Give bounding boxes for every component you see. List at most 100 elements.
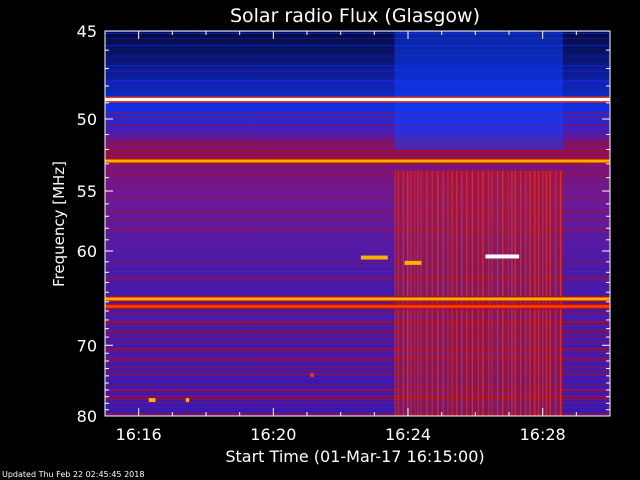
burst-feature bbox=[185, 398, 190, 403]
texture-line bbox=[105, 124, 610, 126]
texture-line bbox=[105, 402, 610, 404]
texture-line bbox=[105, 210, 610, 212]
texture-line bbox=[105, 356, 610, 358]
chart-title: Solar radio Flux (Glasgow) bbox=[230, 5, 480, 27]
texture-line bbox=[105, 196, 610, 198]
burst-striation bbox=[537, 170, 540, 416]
texture-line bbox=[105, 337, 610, 339]
texture-line bbox=[105, 359, 610, 361]
x-tick-label: 16:28 bbox=[520, 425, 566, 444]
texture-line bbox=[105, 352, 610, 354]
texture-line bbox=[105, 150, 610, 152]
texture-line bbox=[105, 336, 610, 338]
texture-line bbox=[105, 55, 610, 57]
texture-line bbox=[105, 394, 610, 396]
burst-feature bbox=[310, 373, 314, 378]
bright-band bbox=[105, 297, 610, 301]
texture-line bbox=[105, 173, 610, 175]
burst-striation bbox=[488, 170, 490, 416]
burst-striation bbox=[420, 170, 422, 416]
plot-frame bbox=[104, 30, 611, 417]
burst-striation bbox=[520, 170, 522, 416]
texture-line bbox=[105, 124, 610, 126]
texture-line bbox=[105, 374, 610, 376]
spectrogram-plot bbox=[105, 31, 610, 417]
texture-line bbox=[105, 316, 610, 318]
burst-striation bbox=[442, 170, 444, 416]
texture-line bbox=[105, 33, 610, 35]
texture-line bbox=[105, 414, 610, 416]
update-timestamp: Updated Thu Feb 22 02:45:45 2018 bbox=[2, 470, 145, 479]
texture-line bbox=[105, 351, 610, 353]
texture-line bbox=[105, 333, 610, 335]
burst-striation bbox=[402, 170, 404, 416]
y-tick-label: 55 bbox=[77, 182, 97, 201]
texture-line bbox=[105, 116, 610, 118]
texture-line bbox=[105, 112, 610, 114]
bright-band bbox=[105, 98, 610, 102]
burst-striation bbox=[525, 170, 527, 416]
texture-line bbox=[105, 85, 610, 87]
burst-feature bbox=[404, 260, 422, 265]
burst-striation bbox=[414, 170, 416, 416]
texture-line bbox=[105, 282, 610, 284]
texture-line bbox=[105, 384, 610, 386]
texture-line bbox=[105, 343, 610, 345]
texture-line bbox=[105, 378, 610, 380]
burst-striation bbox=[555, 170, 557, 416]
texture-line bbox=[105, 270, 610, 272]
burst-feature bbox=[485, 254, 520, 259]
texture-line bbox=[105, 228, 610, 230]
burst-striation bbox=[514, 170, 516, 416]
burst-striation bbox=[497, 170, 499, 416]
burst-striation bbox=[529, 170, 531, 416]
x-axis-label: Start Time (01-Mar-17 16:15:00) bbox=[225, 447, 484, 466]
burst-striation bbox=[482, 170, 484, 416]
burst-striation bbox=[410, 170, 412, 416]
texture-line bbox=[105, 250, 610, 252]
texture-line bbox=[105, 154, 610, 156]
texture-line bbox=[105, 107, 610, 109]
texture-line bbox=[105, 105, 610, 107]
y-tick-label: 70 bbox=[77, 336, 97, 355]
texture-line bbox=[105, 357, 610, 359]
burst-striation bbox=[447, 170, 449, 416]
texture-line bbox=[105, 181, 610, 183]
texture-line bbox=[105, 321, 610, 323]
x-tick-label: 16:16 bbox=[116, 425, 162, 444]
y-axis-label: Frequency [MHz] bbox=[50, 161, 68, 287]
texture-line bbox=[105, 358, 610, 360]
texture-line bbox=[105, 324, 610, 326]
burst-region-upper bbox=[394, 31, 563, 150]
texture-line bbox=[105, 257, 610, 259]
burst-striation bbox=[397, 170, 399, 416]
texture-line bbox=[105, 210, 610, 212]
burst-striation bbox=[426, 170, 428, 416]
burst-feature bbox=[148, 398, 156, 403]
texture-line bbox=[105, 219, 610, 221]
burst-striation bbox=[471, 170, 473, 416]
axes: 45 50 55 60 70 80 16:16 16:20 16:24 16:28 bbox=[77, 22, 611, 444]
burst-striation bbox=[507, 170, 509, 416]
texture-line bbox=[105, 31, 610, 33]
texture-line bbox=[105, 238, 610, 240]
texture-line bbox=[105, 261, 610, 263]
texture-line bbox=[105, 279, 610, 281]
y-tick-label: 60 bbox=[77, 242, 97, 261]
burst-striation bbox=[549, 170, 551, 416]
bright-band bbox=[105, 304, 610, 308]
bright-band bbox=[105, 159, 610, 163]
texture-line bbox=[105, 248, 610, 250]
texture-line bbox=[105, 69, 610, 71]
texture-line bbox=[105, 370, 610, 372]
texture-line bbox=[105, 321, 610, 323]
burst-striation bbox=[437, 170, 439, 416]
burst-striation bbox=[451, 170, 453, 416]
x-tick-label: 16:20 bbox=[250, 425, 296, 444]
texture-line bbox=[105, 166, 610, 168]
texture-line bbox=[105, 325, 610, 327]
x-tick-label: 16:24 bbox=[385, 425, 431, 444]
texture-line bbox=[105, 391, 610, 393]
y-tick-label: 50 bbox=[77, 110, 97, 129]
